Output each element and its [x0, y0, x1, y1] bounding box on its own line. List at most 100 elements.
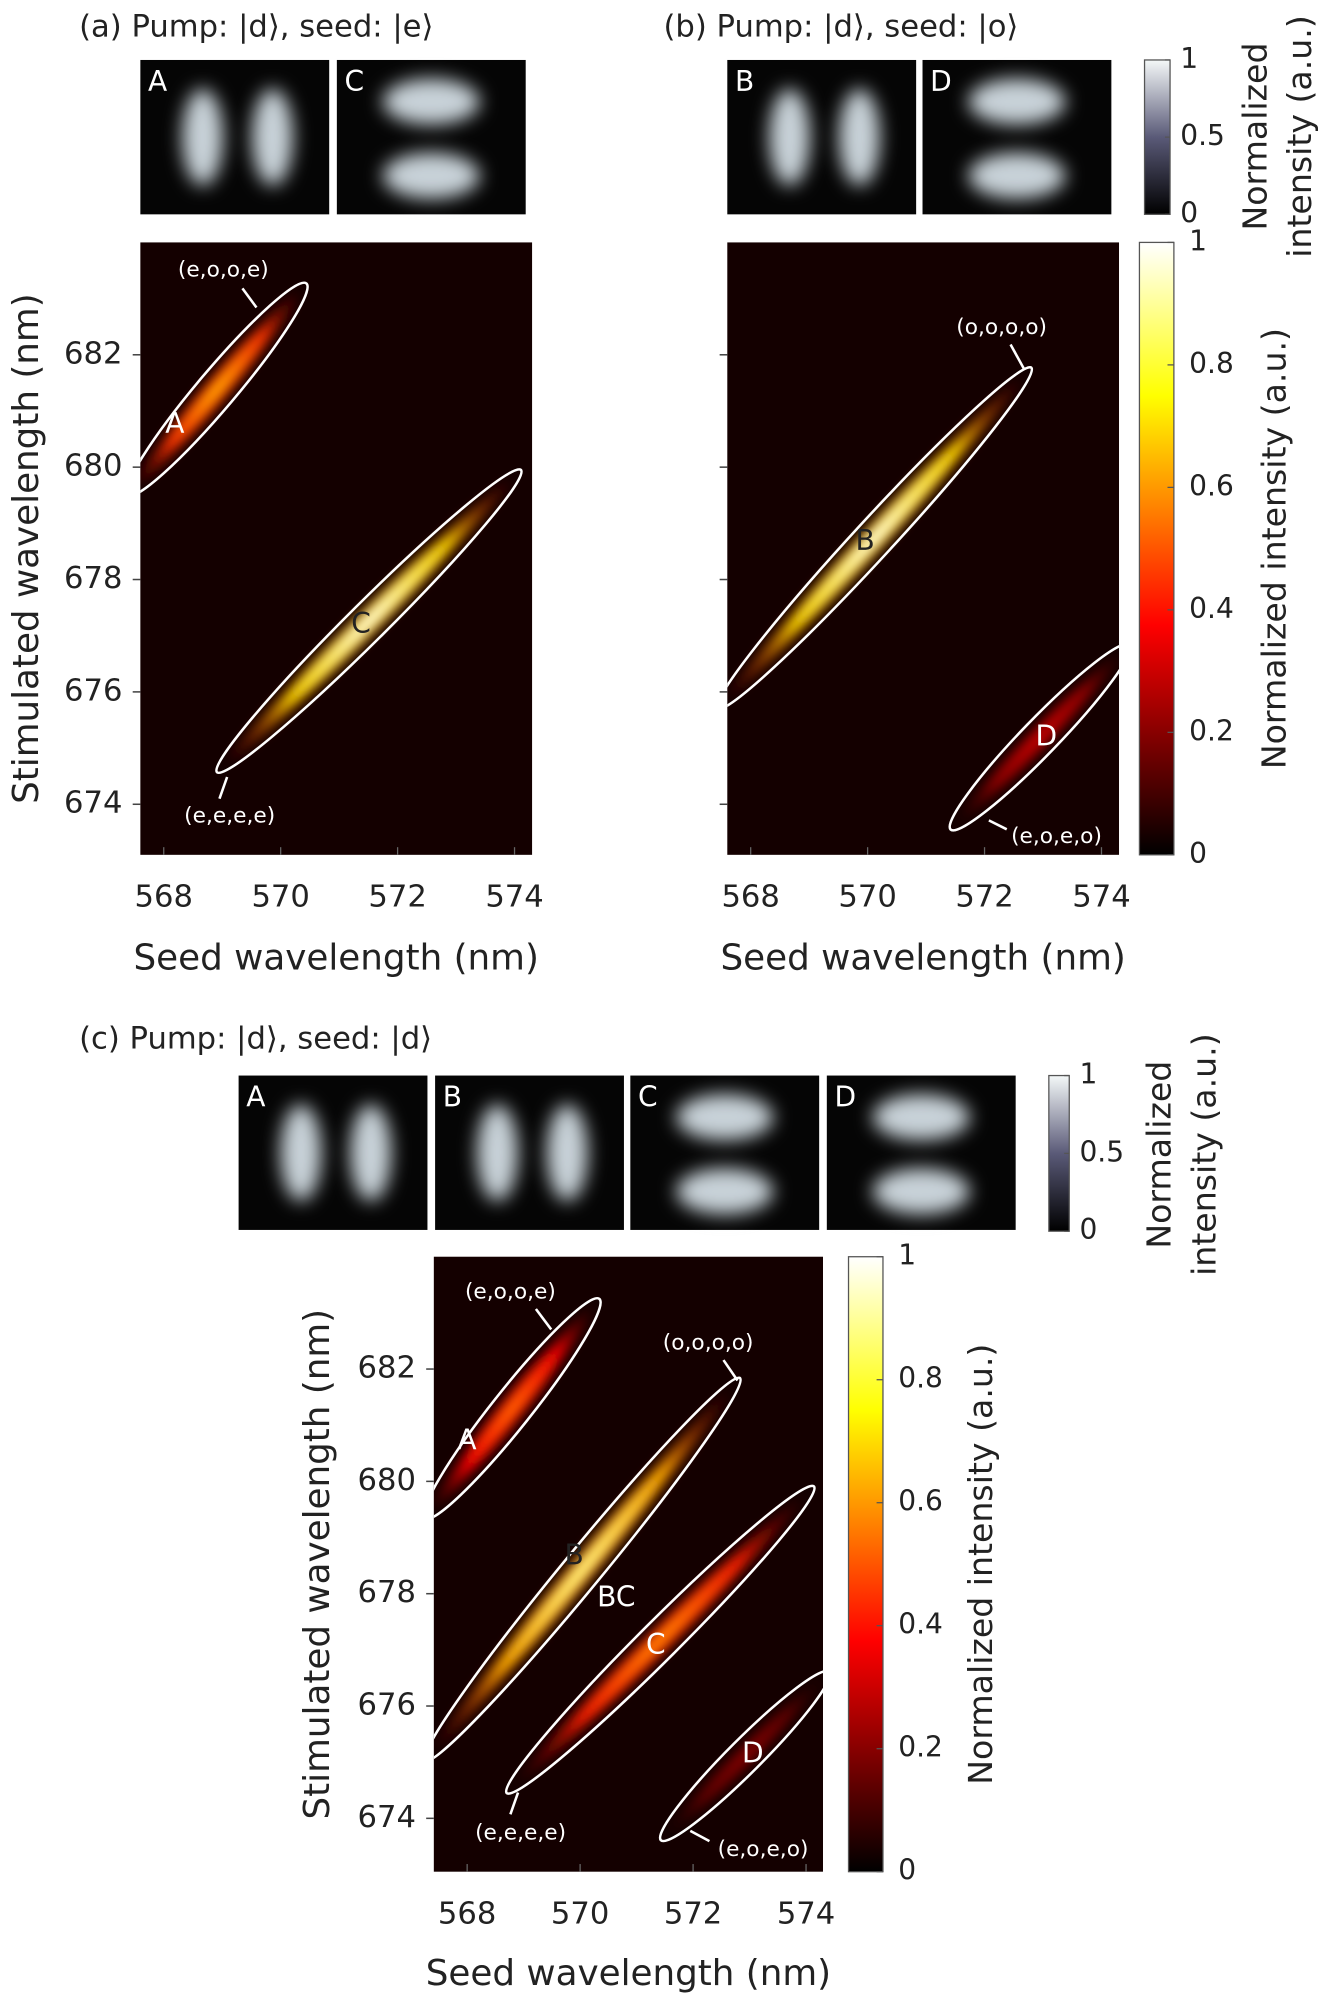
band-intensity: [433, 1387, 733, 1752]
y-tick-label: 676: [358, 1688, 416, 1723]
band-outline: [433, 1296, 602, 1521]
band-outline: [215, 468, 523, 775]
band-intensity: [433, 1303, 596, 1514]
colorbar-tick-label: 1: [898, 1239, 916, 1272]
band-intensity: [140, 288, 303, 491]
band-label: A: [457, 1424, 476, 1457]
mode-lobe: [280, 1104, 322, 1202]
mode-image: A: [140, 59, 330, 215]
colorbar-label: Normalized intensity (a.u.): [961, 1344, 1000, 1785]
y-tick-label: 676: [64, 673, 122, 708]
mode-lobe: [382, 78, 480, 125]
x-axis-label: Seed wavelength (nm): [720, 937, 1125, 978]
colorbar-tick-label: 0: [1189, 837, 1207, 870]
tag-leader: [689, 1829, 711, 1843]
y-axis-label: Stimulated wavelength (nm): [297, 1309, 338, 1820]
x-axis-label: Seed wavelength (nm): [134, 937, 539, 978]
mode-colorbar-label: Normalized: [1235, 43, 1274, 231]
mode-lobe: [382, 152, 480, 199]
panel-title: (b) Pump: |d⟩, seed: |o⟩: [664, 10, 1019, 45]
x-tick-label: 568: [721, 880, 779, 915]
mode-label: B: [735, 65, 754, 98]
tag-leader: [534, 1308, 553, 1331]
heatmap-bg: [727, 242, 1120, 855]
tag-leader: [722, 1359, 739, 1382]
heatmap-bg: [433, 1256, 823, 1872]
x-tick-label: 570: [551, 1897, 609, 1932]
mode-label: B: [443, 1081, 462, 1114]
heatmap-content: [727, 365, 1120, 832]
band: [504, 1484, 816, 1795]
mode-label: A: [246, 1081, 265, 1114]
x-tick-label: 572: [368, 880, 426, 915]
mode-colorbar-label: intensity (a.u.): [1280, 15, 1319, 258]
mode-label: D: [930, 65, 952, 98]
annotation: BC: [597, 1581, 635, 1614]
band: [433, 1376, 742, 1763]
colorbar-tick-label: 0.4: [1189, 592, 1234, 625]
tag-leader: [241, 287, 258, 309]
y-tick-label: 680: [64, 449, 122, 484]
band-intensity: [513, 1493, 807, 1786]
mode-lobe: [252, 88, 293, 186]
colorbar: [1138, 241, 1175, 856]
colorbar-tick-label: 0.4: [898, 1608, 943, 1641]
mode-colorbar-label: Normalized: [1140, 1061, 1179, 1249]
x-tick-label: 574: [1072, 880, 1130, 915]
mode-lobe: [182, 88, 224, 186]
x-tick-label: 568: [438, 1897, 496, 1932]
mode-lobe: [968, 152, 1066, 199]
mode-image: D: [922, 59, 1112, 215]
band-tag: (e,e,e,e): [184, 804, 275, 829]
band-label: C: [646, 1628, 666, 1661]
mode-lobe: [769, 88, 811, 186]
mode-image: B: [435, 1075, 624, 1230]
band-tag: (e,e,e,e): [475, 1820, 566, 1845]
y-tick-label: 680: [358, 1463, 416, 1498]
colorbar-tick-label: 0.6: [1189, 469, 1234, 502]
mode-lobe: [350, 1104, 392, 1202]
tag-leader: [988, 819, 1008, 831]
band-intensity: [664, 1675, 823, 1837]
colorbar-tick-label: 0.2: [1189, 714, 1234, 747]
band-label: C: [351, 607, 371, 640]
band-label: B: [565, 1539, 584, 1572]
x-tick-label: 572: [955, 880, 1013, 915]
y-tick-label: 678: [64, 561, 122, 596]
mode-label: D: [834, 1081, 856, 1114]
band-outline: [948, 642, 1120, 832]
band-intensity: [224, 477, 514, 766]
band-tag: (e,o,e,o): [1011, 824, 1102, 849]
mode-label: C: [638, 1081, 658, 1114]
mode-label: C: [345, 65, 365, 98]
colorbar-tick-label: 0.2: [898, 1731, 943, 1764]
band: [433, 1296, 602, 1521]
band-label: B: [855, 524, 874, 557]
band-outline: [140, 281, 309, 498]
mode-image: C: [336, 59, 526, 215]
band: [948, 642, 1120, 832]
mode-colorbar-label: intensity (a.u.): [1184, 1033, 1223, 1276]
band: [140, 281, 309, 498]
mode-image-bg: [140, 59, 330, 215]
y-tick-label: 674: [358, 1800, 416, 1835]
x-tick-label: 574: [485, 880, 543, 915]
colorbar-tick-label: 0.6: [898, 1485, 943, 1518]
mode-image: A: [238, 1075, 428, 1230]
mode-lobe: [676, 1094, 774, 1141]
band-tag: (e,o,o,e): [178, 257, 269, 282]
y-tick-label: 678: [358, 1575, 416, 1610]
mode-image: C: [630, 1075, 820, 1230]
band-intensity: [954, 648, 1120, 826]
panel-title: (a) Pump: |d⟩, seed: |e⟩: [79, 10, 433, 45]
mode-image: D: [826, 1075, 1016, 1230]
band-tag: (o,o,o,o): [956, 315, 1047, 340]
colorbar-tick-label: 0: [898, 1854, 916, 1887]
band-label: A: [165, 407, 184, 440]
mode-image-bg: [435, 1075, 624, 1230]
mode-lobe: [839, 88, 880, 186]
colorbar: [847, 1256, 884, 1873]
band-outline: [727, 365, 1034, 711]
band: [215, 468, 523, 775]
band-outline: [658, 1669, 823, 1843]
